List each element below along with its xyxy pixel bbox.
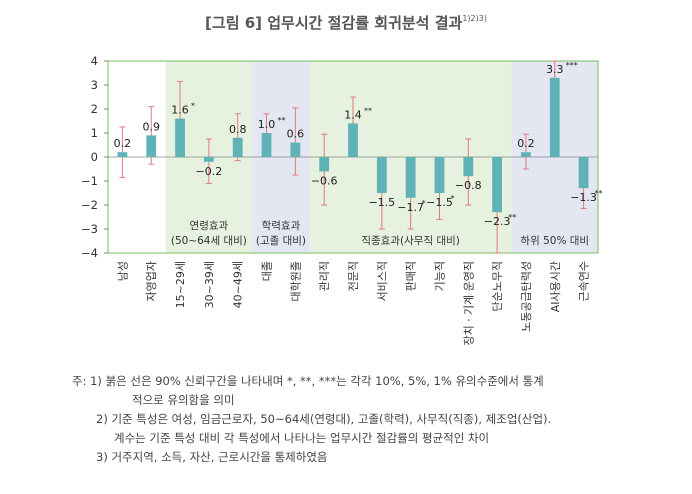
y-tick-label-1: 3: [91, 78, 98, 92]
bar-13: [492, 157, 503, 213]
bar-6: [290, 142, 301, 157]
value-label-9: −1.5: [368, 196, 395, 209]
footnote-3: 3) 거주지역, 소득, 자산, 근로시간을 통제하였음: [96, 450, 328, 464]
value-label-11: −1.5: [426, 196, 453, 209]
bar-0: [117, 152, 128, 157]
bar-1: [146, 135, 157, 157]
y-tick-label-8: −4: [81, 246, 98, 260]
significance-mark-2: *: [191, 102, 195, 111]
footnote-2: 2) 기준 특성은 여성, 임금근로자, 50~64세(연령대), 고졸(학력)…: [96, 412, 552, 426]
value-label-16: −1.3: [570, 191, 597, 204]
x-tick-label-4: 40~49세: [232, 261, 245, 308]
y-tick-label-2: 2: [91, 102, 98, 116]
significance-mark-5: **: [278, 116, 286, 125]
bar-14: [521, 152, 531, 157]
x-tick-label-11: 기능직: [433, 261, 446, 291]
x-tick-label-10: 판매직: [405, 261, 418, 291]
group-label-layer: 연령효과 (50~64세 대비) 학력효과 (고졸 대비) 직종효과(사무직 대비) 하위…: [171, 220, 589, 247]
significance-mark-13: **: [508, 213, 516, 222]
group-sublabel-2: (고졸 대비): [256, 235, 306, 247]
value-label-7: −0.6: [311, 174, 338, 187]
group-sublabel-1: (50~64세 대비): [171, 235, 247, 247]
x-tick-label-7: 관리직: [318, 261, 331, 291]
x-tick-label-2: 15~29세: [174, 261, 187, 308]
bar-10: [405, 157, 416, 198]
value-label-13: −2.3: [484, 215, 511, 228]
x-tick-label-5: 대졸: [261, 261, 274, 281]
x-tick-label-9: 서비스직: [376, 261, 389, 301]
x-tick-label-16: 근속연수: [578, 261, 591, 301]
value-label-2: 1.6: [171, 104, 189, 117]
y-tick-label-5: −1: [81, 174, 98, 188]
group-label-3: 직종효과(사무직 대비): [361, 235, 459, 247]
bar-7: [319, 157, 330, 172]
value-label-6: 0.6: [287, 128, 305, 141]
x-tick-label-8: 전문직: [347, 261, 360, 291]
chart-title: [그림 6] 업무시간 절감률 회귀분석 결과1)2)3): [205, 14, 487, 32]
value-label-10: −1.7: [397, 201, 424, 214]
group-label-4: 하위 50% 대비: [520, 234, 589, 247]
x-tick-label-1: 자영업자: [145, 261, 158, 301]
bar-15: [549, 77, 560, 157]
value-label-0: 0.2: [114, 137, 132, 150]
x-tick-label-layer: 남성 자영업자 15~29세 30~39세 40~49세 대졸 대학원졸 관리직 전문직 서비스직…: [116, 261, 590, 345]
bar-3: [203, 157, 214, 162]
significance-mark-15: ***: [566, 61, 578, 70]
regression-chart: [그림 6] 업무시간 절감률 회귀분석 결과1)2)3) 4 3 2 1 0 −1 −2 −…: [81, 14, 603, 345]
significance-mark-16: **: [595, 189, 603, 198]
x-tick-label-15: AI사용시간: [549, 261, 562, 312]
value-label-8: 1.4: [344, 108, 362, 121]
chart-title-superscript: 1)2)3): [462, 14, 487, 23]
bar-9: [376, 157, 387, 193]
value-label-12: −0.8: [455, 179, 482, 192]
group-label-1: 연령효과: [190, 220, 229, 232]
bar-4: [232, 137, 243, 157]
x-tick-label-13: 단순노무직: [491, 261, 504, 312]
bar-8: [348, 123, 358, 157]
x-tick-label-6: 대학원졸: [289, 261, 302, 301]
group-label-2: 학력효과: [262, 220, 301, 232]
footnote-1: 주: 1) 붉은 선은 90% 신뢰구간을 나타내며 *, **, ***는 각…: [72, 374, 544, 388]
footnote-2-cont: 계수는 기준 특성 대비 각 특성에서 나타나는 업무시간 절감률의 평균적인 …: [114, 431, 490, 445]
x-tick-label-3: 30~39세: [203, 261, 216, 308]
bar-layer: [117, 77, 589, 213]
y-tick-label-7: −3: [81, 222, 98, 236]
y-tick-label-4: 0: [91, 150, 98, 164]
value-label-3: −0.2: [196, 165, 223, 178]
bar-5: [261, 133, 272, 157]
value-label-14: 0.2: [517, 137, 535, 150]
bar-16: [578, 157, 589, 189]
value-label-4: 0.8: [229, 123, 247, 136]
bar-12: [463, 157, 474, 177]
value-label-layer: 0.20.91.6 *−0.20.8 1.0 **0.6−0.61.4 **−1.5 −1…: [114, 61, 603, 228]
y-tick-label-3: 1: [91, 126, 98, 140]
y-tick-label-0: 4: [91, 54, 98, 68]
footnote-1-cont: 적으로 유의함을 의미: [132, 393, 235, 407]
value-label-1: 0.9: [142, 120, 160, 133]
value-label-15: 3.3: [546, 63, 564, 76]
footnotes: 주: 1) 붉은 선은 90% 신뢰구간을 나타내며 *, **, ***는 각…: [72, 372, 682, 467]
significance-mark-10: *: [422, 199, 426, 208]
x-tick-label-14: 노동공급탄력성: [520, 261, 533, 332]
y-tick-label-6: −2: [81, 198, 98, 212]
x-tick-label-0: 남성: [116, 261, 129, 281]
bar-2: [175, 118, 185, 157]
x-tick-label-12: 장치ㆍ기계 운영직: [462, 261, 475, 345]
bar-11: [434, 157, 445, 193]
value-label-5: 1.0: [258, 118, 276, 131]
significance-mark-8: **: [364, 106, 372, 115]
significance-mark-11: *: [450, 194, 454, 203]
y-axis-layer: 4 3 2 1 0 −1 −2 −3 −4: [81, 54, 108, 260]
